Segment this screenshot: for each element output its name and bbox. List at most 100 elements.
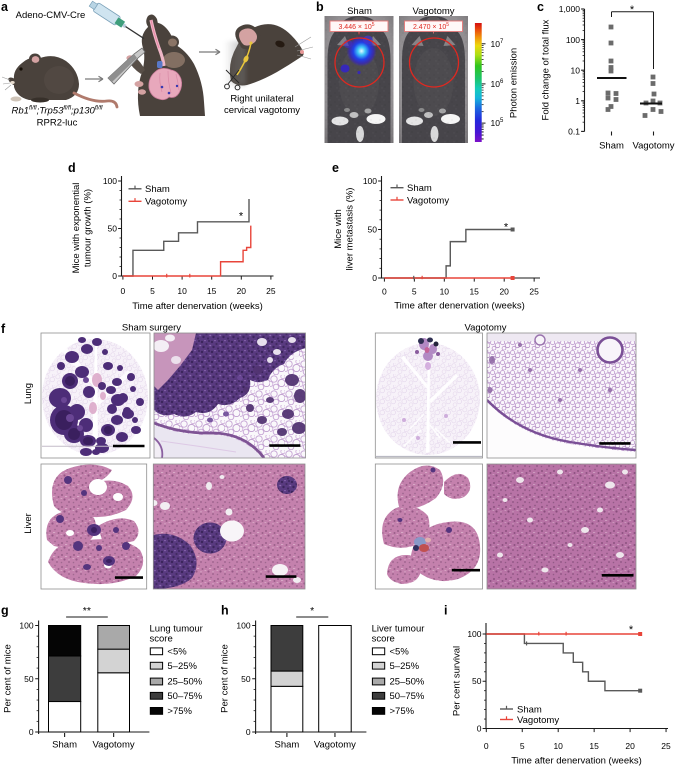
svg-text:100: 100 (363, 176, 377, 186)
svg-text:0: 0 (121, 286, 126, 296)
svg-text:Mice with exponential: Mice with exponential (71, 183, 82, 274)
svg-text:25–50%: 25–50% (390, 677, 425, 688)
svg-text:<5%: <5% (390, 647, 410, 658)
svg-text:h: h (221, 604, 229, 618)
svg-text:5: 5 (412, 287, 417, 297)
svg-text:50: 50 (24, 674, 34, 684)
svg-text:Vagotomy: Vagotomy (145, 197, 187, 208)
svg-text:f: f (1, 322, 6, 336)
svg-text:>75%: >75% (167, 706, 192, 717)
svg-text:25: 25 (661, 741, 671, 751)
svg-text:Vagotomy: Vagotomy (93, 740, 135, 751)
svg-text:score: score (372, 634, 395, 645)
svg-text:10: 10 (571, 65, 581, 75)
svg-text:50: 50 (241, 674, 251, 684)
svg-text:*: * (310, 605, 314, 617)
svg-text:0: 0 (29, 727, 34, 737)
svg-text:RPR2-luc: RPR2-luc (37, 118, 78, 129)
svg-text:50: 50 (108, 224, 118, 234)
svg-text:Vagotomy: Vagotomy (412, 6, 454, 17)
svg-text:10: 10 (553, 741, 563, 751)
svg-text:b: b (316, 0, 324, 14)
svg-text:e: e (332, 161, 339, 175)
svg-text:0: 0 (477, 724, 482, 734)
svg-text:1,000: 1,000 (559, 4, 581, 14)
svg-text:Adeno-CMV-Cre: Adeno-CMV-Cre (16, 10, 86, 21)
svg-text:25: 25 (529, 287, 539, 297)
svg-text:tumour growth (%): tumour growth (%) (83, 189, 94, 267)
svg-text:Time after denervation (weeks): Time after denervation (weeks) (132, 301, 263, 312)
svg-text:Lung: Lung (23, 383, 34, 404)
svg-text:20: 20 (499, 287, 509, 297)
svg-text:*: * (504, 222, 509, 234)
svg-text:0: 0 (382, 287, 387, 297)
svg-text:Time after denervation (weeks): Time after denervation (weeks) (511, 756, 642, 767)
svg-text:3.446 × 105: 3.446 × 105 (338, 22, 374, 31)
svg-text:106: 106 (491, 79, 504, 89)
svg-text:1: 1 (575, 96, 580, 106)
svg-text:*: * (239, 211, 244, 223)
svg-text:15: 15 (207, 286, 217, 296)
svg-text:50: 50 (472, 676, 482, 686)
svg-text:100: 100 (236, 621, 250, 631)
svg-text:d: d (68, 161, 76, 175)
svg-text:>75%: >75% (390, 706, 415, 717)
svg-text:Time after denervation (weeks): Time after denervation (weeks) (394, 301, 525, 312)
svg-text:**: ** (83, 605, 91, 617)
svg-text:50: 50 (368, 225, 378, 235)
svg-text:Per cent survival: Per cent survival (452, 646, 463, 716)
svg-text:25–50%: 25–50% (167, 677, 202, 688)
svg-text:Per cent of mice: Per cent of mice (220, 644, 231, 713)
svg-text:<5%: <5% (167, 647, 187, 658)
svg-text:Sham: Sham (145, 184, 170, 195)
svg-text:Vagotomy: Vagotomy (464, 323, 506, 334)
svg-text:Per cent of mice: Per cent of mice (3, 644, 14, 713)
svg-text:10: 10 (177, 286, 187, 296)
svg-text:*: * (630, 4, 635, 16)
svg-text:5: 5 (520, 741, 525, 751)
svg-text:20: 20 (237, 286, 247, 296)
svg-text:0: 0 (246, 727, 251, 737)
svg-text:Photon emission: Photon emission (509, 48, 520, 118)
svg-text:Sham: Sham (347, 6, 372, 17)
svg-text:Right unilateral: Right unilateral (230, 94, 293, 105)
svg-text:Sham: Sham (407, 183, 432, 194)
svg-text:Liver tumour: Liver tumour (372, 623, 425, 634)
svg-text:0.1: 0.1 (568, 127, 580, 137)
svg-text:107: 107 (491, 39, 504, 49)
svg-text:*: * (629, 624, 634, 636)
svg-text:2.470 × 105: 2.470 × 105 (413, 22, 449, 31)
svg-text:25: 25 (266, 286, 276, 296)
svg-text:100: 100 (467, 629, 481, 639)
svg-text:Vagotomy: Vagotomy (314, 740, 356, 751)
svg-text:5: 5 (150, 286, 155, 296)
svg-text:g: g (1, 604, 9, 618)
svg-text:c: c (537, 0, 544, 14)
svg-text:0: 0 (112, 271, 117, 281)
svg-text:a: a (1, 0, 9, 14)
svg-text:Lung tumour: Lung tumour (150, 623, 203, 634)
svg-text:Rb1fl/fl;Trp53fl/fl;p130fl/fl: Rb1fl/fl;Trp53fl/fl;p130fl/fl (12, 106, 104, 117)
svg-text:Mice with: Mice with (333, 209, 344, 249)
svg-text:cervical vagotomy: cervical vagotomy (224, 105, 300, 116)
svg-text:15: 15 (469, 287, 479, 297)
svg-text:15: 15 (589, 741, 599, 751)
svg-text:105: 105 (491, 118, 504, 128)
svg-text:0: 0 (372, 273, 377, 283)
svg-text:50–75%: 50–75% (167, 691, 202, 702)
svg-text:liver metastasis (%): liver metastasis (%) (345, 188, 356, 271)
svg-text:10: 10 (440, 287, 450, 297)
svg-text:Vagotomy: Vagotomy (517, 715, 559, 726)
svg-text:20: 20 (625, 741, 635, 751)
svg-text:Liver: Liver (23, 513, 34, 534)
svg-text:Vagotomy: Vagotomy (407, 195, 449, 206)
svg-text:score: score (150, 634, 173, 645)
svg-text:i: i (444, 604, 447, 618)
svg-text:Vagotomy: Vagotomy (632, 141, 674, 152)
svg-text:50–75%: 50–75% (390, 691, 425, 702)
svg-text:100: 100 (103, 176, 117, 186)
svg-text:100: 100 (566, 35, 580, 45)
svg-text:Sham: Sham (517, 704, 542, 715)
svg-text:Sham surgery: Sham surgery (122, 323, 181, 334)
svg-text:5–25%: 5–25% (167, 661, 197, 672)
